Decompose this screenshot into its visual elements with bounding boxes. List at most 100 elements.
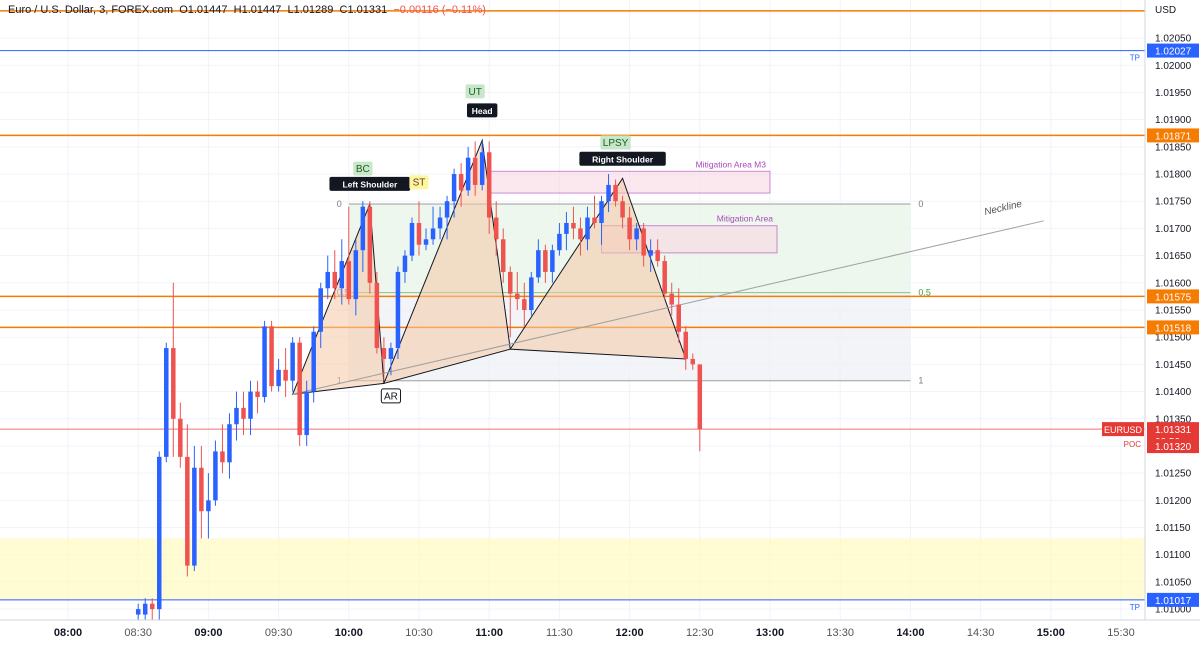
- price-tick-label: 1.01650: [1155, 251, 1192, 262]
- label-ar[interactable]: AR: [380, 388, 402, 404]
- fib-label-left: 0: [337, 199, 342, 209]
- candle-body: [683, 331, 689, 359]
- price-tick-label: 1.01000: [1155, 605, 1192, 616]
- candle-body: [297, 342, 302, 436]
- candle-body: [437, 217, 443, 229]
- candle-body: [416, 222, 422, 245]
- candle-body: [199, 467, 204, 512]
- neckline[interactable]: [292, 220, 1044, 395]
- candle-body: [578, 228, 583, 240]
- symbol-tag: EURUSD: [1104, 425, 1143, 435]
- head-and-shoulders-pattern[interactable]: Neckline: [291, 138, 1044, 395]
- candle-body: [220, 451, 225, 463]
- candle-body: [381, 348, 387, 359]
- mitigation-area-label: Mitigation Area: [717, 214, 773, 224]
- candle-body: [262, 326, 267, 398]
- label-text: Left Shoulder: [342, 179, 397, 189]
- current-price-label: 1.01331: [1155, 425, 1192, 436]
- candle-body: [451, 174, 457, 202]
- candle-body: [662, 261, 667, 294]
- tp-label: TP: [1130, 603, 1140, 612]
- price-tick-label: 1.01200: [1155, 496, 1192, 507]
- candle-body: [500, 239, 506, 272]
- candle-body: [472, 157, 478, 185]
- time-axis-bg: [0, 620, 1200, 645]
- candle-body: [557, 233, 562, 251]
- candle-body: [620, 201, 625, 218]
- candle-body: [135, 609, 141, 615]
- candle-body: [444, 201, 450, 218]
- label-bc[interactable]: BC: [353, 161, 373, 176]
- time-tick-label: 14:00: [896, 627, 924, 639]
- time-tick-label: 15:00: [1037, 627, 1065, 639]
- candle-body: [332, 271, 338, 289]
- time-axis[interactable]: 08:00 08:30 09:00 09:30 10:00 10:30 11:00 11:30…: [0, 619, 1200, 645]
- label-st[interactable]: ST: [409, 175, 429, 190]
- candle-body: [325, 271, 330, 289]
- label-text: AR: [384, 391, 398, 402]
- time-tick-label: 09:00: [194, 627, 222, 639]
- candle-body: [522, 299, 527, 310]
- candle-body: [641, 228, 646, 256]
- label-text: BC: [356, 164, 370, 175]
- candle-body: [178, 418, 183, 457]
- poc-price-tag-bg: [1147, 439, 1199, 454]
- candle-body: [634, 228, 639, 240]
- label-box: [465, 84, 485, 99]
- candle-body: [192, 467, 197, 566]
- time-tick-label: 08:30: [124, 627, 152, 639]
- level-price-tag-bg: [1147, 320, 1199, 335]
- fib-label-right: 1: [918, 376, 923, 386]
- candle-body: [213, 451, 218, 501]
- candle-body: [311, 331, 316, 392]
- candle-body: [571, 222, 576, 229]
- time-tick-label: 08:00: [54, 627, 82, 639]
- level-price-tag: 1.01017: [1155, 596, 1192, 607]
- label-box: [353, 161, 373, 176]
- price-axis[interactable]: USD1.020501.020001.019501.019001.018501.…: [1102, 0, 1200, 645]
- symbol-name[interactable]: Euro / U.S. Dollar, 3, FOREX.com: [8, 4, 174, 16]
- candle-body: [543, 250, 548, 272]
- candle-body: [234, 407, 239, 425]
- level-price-tag-bg: [1147, 128, 1199, 143]
- ohlc-close: C1.01331: [339, 4, 388, 16]
- candle-body: [669, 293, 674, 305]
- label-right-shoulder[interactable]: Right Shoulder: [579, 151, 666, 166]
- label-lpsy[interactable]: LPSY: [600, 135, 631, 150]
- candle-body: [613, 184, 618, 202]
- candle-body: [676, 304, 681, 332]
- candle-body: [493, 217, 499, 240]
- candle-body: [486, 152, 492, 218]
- candle-body: [515, 293, 520, 300]
- label-box: [409, 175, 429, 190]
- candle-body: [318, 288, 323, 332]
- candle-body: [164, 348, 169, 457]
- symbol-tag-bg: [1102, 422, 1144, 437]
- time-tick-label: 11:30: [546, 627, 573, 639]
- label-head[interactable]: Head: [466, 103, 498, 118]
- time-tick-label: 10:30: [405, 627, 433, 639]
- ohlc-low: L1.01289: [287, 4, 334, 16]
- candle-body: [655, 250, 660, 262]
- candle-body: [142, 603, 148, 615]
- label-left-shoulder[interactable]: Left Shoulder: [329, 176, 411, 191]
- candle-body: [185, 456, 190, 566]
- price-tick-label: 1.01100: [1155, 550, 1191, 561]
- candle-body: [529, 277, 534, 310]
- candle-body: [592, 217, 597, 223]
- candle-body: [255, 391, 260, 398]
- label-box: [380, 388, 402, 404]
- label-ut[interactable]: UT: [465, 84, 485, 99]
- mitigation-area[interactable]: [488, 170, 771, 194]
- candle-body: [248, 391, 253, 419]
- candle-body: [206, 500, 211, 512]
- price-tick-label: 1.01800: [1155, 170, 1192, 181]
- price-tick-label: 1.01550: [1155, 306, 1192, 317]
- ohlc-open: O1.01447: [179, 4, 228, 16]
- time-tick-label: 12:30: [686, 627, 714, 639]
- candle-body: [536, 250, 541, 278]
- annotations[interactable]: BC Left Shoulder ST UT Head LPSY Right Shoulde…: [329, 84, 666, 404]
- poc-price-label: 1.01320: [1155, 442, 1192, 453]
- candle-body: [402, 255, 408, 272]
